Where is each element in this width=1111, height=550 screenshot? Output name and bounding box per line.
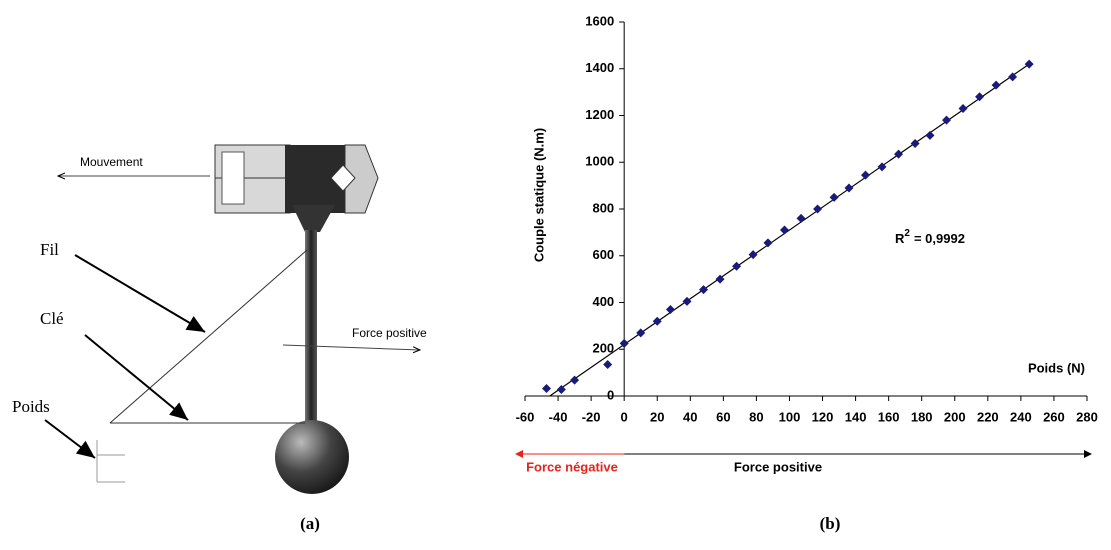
y-tick-label: 200 — [592, 341, 614, 356]
label: Force positive — [352, 326, 427, 340]
point — [991, 80, 1001, 90]
point — [813, 204, 823, 214]
label: Clé — [40, 309, 64, 328]
point — [603, 359, 613, 369]
point — [1024, 59, 1034, 69]
y-tick-label: 1200 — [585, 107, 614, 122]
point — [619, 338, 629, 348]
x-axis-label: Poids (N) — [1028, 360, 1085, 375]
r2-part: R — [895, 231, 905, 246]
device — [44, 144, 420, 494]
point — [861, 170, 871, 180]
label: Poids — [12, 397, 50, 416]
point — [780, 225, 790, 235]
x-tick-label: -60 — [516, 409, 535, 424]
point — [715, 274, 725, 284]
point — [652, 316, 662, 326]
point — [925, 130, 935, 140]
x-tick-label: 40 — [683, 409, 697, 424]
x-tick-label: 120 — [812, 409, 834, 424]
x-tick-label: -40 — [549, 409, 568, 424]
x-tick-label: 80 — [749, 409, 763, 424]
point — [763, 238, 773, 248]
y-tick-label: 1000 — [585, 154, 614, 169]
x-tick-label: 220 — [977, 409, 999, 424]
negative-arrowhead — [515, 450, 523, 458]
x-tick-label: 200 — [944, 409, 966, 424]
y-tick-label: 1400 — [585, 60, 614, 75]
x-tick-label: 60 — [716, 409, 730, 424]
y-axis-label: Couple statique (N.m) — [531, 128, 546, 262]
x-tick-label: 140 — [845, 409, 867, 424]
x-tick-label: 240 — [1010, 409, 1032, 424]
x-tick-label: -20 — [582, 409, 601, 424]
point — [829, 192, 839, 202]
point — [910, 139, 920, 149]
point — [682, 296, 692, 306]
positive-label: Force positive — [734, 459, 822, 474]
x-tick-label: 0 — [621, 409, 628, 424]
x-tick-label: 280 — [1076, 409, 1098, 424]
point — [877, 162, 887, 172]
caption: (b) — [820, 514, 841, 533]
point — [732, 261, 742, 271]
x-tick-label: 20 — [650, 409, 664, 424]
point — [541, 384, 551, 394]
point — [699, 285, 709, 295]
label: Fil — [40, 240, 59, 259]
positive-arrowhead — [1084, 450, 1092, 458]
x-tick-label: 160 — [878, 409, 900, 424]
label: Mouvement — [80, 155, 143, 169]
point — [958, 103, 968, 113]
y-tick-label: 400 — [592, 294, 614, 309]
y-tick-label: 600 — [592, 247, 614, 262]
r2-part: 2 — [904, 228, 910, 239]
point — [942, 115, 951, 125]
point — [748, 250, 758, 260]
trendline — [549, 63, 1030, 397]
x-tick-label: 180 — [911, 409, 933, 424]
r2-part: = 0,9992 — [914, 231, 965, 246]
point — [1008, 72, 1018, 82]
chart: 0 200 400 600 800 1000 1200 1400 1600 -60 -40 -20 0 2… — [515, 13, 1098, 474]
point — [570, 375, 580, 385]
y-tick-label: 0 — [607, 387, 614, 402]
point — [796, 213, 806, 223]
negative-label: Force négative — [526, 459, 618, 474]
point — [894, 149, 904, 159]
caption: (a) — [300, 514, 320, 533]
point — [665, 305, 675, 315]
point — [844, 183, 854, 193]
x-tick-label: 260 — [1043, 409, 1065, 424]
point — [556, 384, 566, 394]
r2-label: R2 = 0,9992 — [895, 228, 965, 247]
y-tick-label: 1600 — [585, 13, 614, 28]
point — [975, 92, 985, 102]
x-tick-label: 100 — [779, 409, 801, 424]
y-tick-label: 800 — [592, 200, 614, 215]
point — [636, 328, 646, 338]
